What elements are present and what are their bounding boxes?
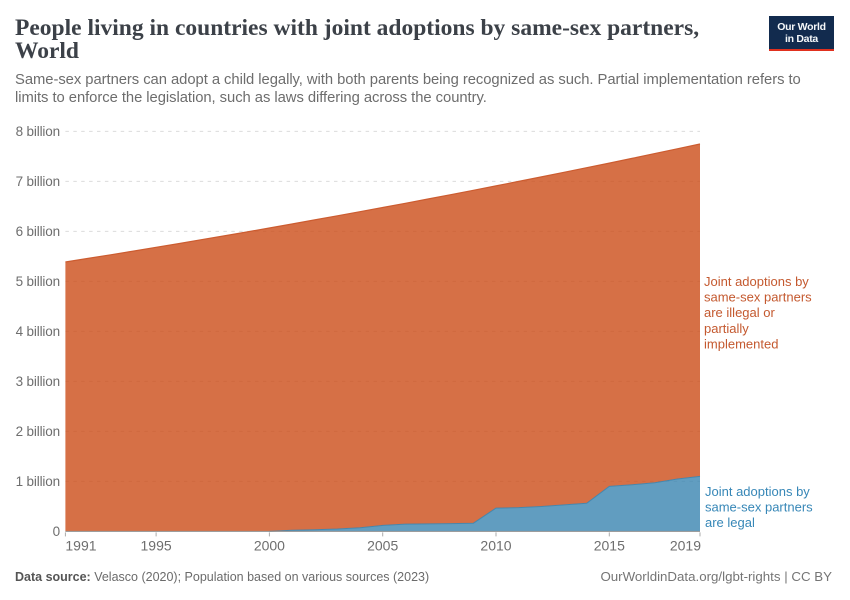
svg-text:are illegal or: are illegal or [704, 305, 775, 320]
svg-text:2005: 2005 [367, 538, 398, 554]
svg-text:are legal: are legal [705, 515, 755, 530]
svg-text:Data source: Velasco (2020); P: Data source: Velasco (2020); Population … [15, 570, 429, 584]
svg-text:same-sex partners: same-sex partners [705, 499, 813, 514]
svg-text:implemented: implemented [704, 336, 778, 351]
svg-text:7 billion: 7 billion [16, 174, 60, 189]
svg-text:same-sex partners: same-sex partners [704, 290, 812, 305]
svg-text:2000: 2000 [254, 538, 285, 554]
svg-text:2 billion: 2 billion [16, 424, 60, 439]
svg-text:Joint adoptions by: Joint adoptions by [704, 274, 809, 289]
svg-text:8 billion: 8 billion [16, 124, 60, 139]
svg-text:1995: 1995 [141, 538, 172, 554]
svg-text:OurWorldinData.org/lgbt-rights: OurWorldinData.org/lgbt-rights | CC BY [600, 569, 832, 584]
svg-text:Joint adoptions by: Joint adoptions by [705, 484, 810, 499]
svg-text:partially: partially [704, 321, 749, 336]
svg-text:4 billion: 4 billion [16, 324, 60, 339]
svg-text:0: 0 [53, 524, 60, 539]
svg-text:2015: 2015 [594, 538, 625, 554]
svg-text:2010: 2010 [480, 538, 511, 554]
svg-text:6 billion: 6 billion [16, 224, 60, 239]
svg-text:2019: 2019 [670, 538, 701, 554]
svg-text:3 billion: 3 billion [16, 374, 60, 389]
svg-text:5 billion: 5 billion [16, 274, 60, 289]
svg-text:1 billion: 1 billion [16, 474, 60, 489]
svg-text:1991: 1991 [65, 538, 96, 554]
